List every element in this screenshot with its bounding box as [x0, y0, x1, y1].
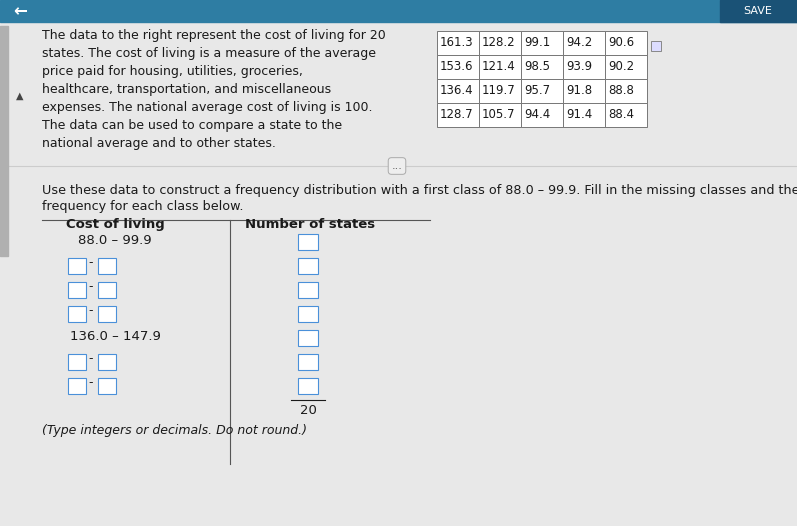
Bar [298, 258, 318, 274]
Bar [298, 234, 318, 250]
Bar [521, 31, 563, 55]
Bar [479, 31, 521, 55]
Text: 105.7: 105.7 [482, 108, 516, 122]
Text: ▲: ▲ [16, 91, 24, 101]
Text: Cost of living: Cost of living [65, 218, 164, 231]
Text: 90.2: 90.2 [608, 60, 634, 74]
Bar [98, 306, 116, 322]
Text: 91.4: 91.4 [566, 108, 592, 122]
Text: The data to the right represent the cost of living for 20: The data to the right represent the cost… [42, 29, 386, 42]
Bar [298, 306, 318, 322]
Text: ...: ... [391, 161, 402, 171]
Bar [437, 55, 479, 79]
Text: 161.3: 161.3 [440, 36, 473, 49]
Bar [98, 354, 116, 370]
Bar [98, 258, 116, 274]
Text: Number of states: Number of states [245, 218, 375, 231]
Bar [521, 103, 563, 127]
Text: 99.1: 99.1 [524, 36, 550, 49]
Bar [720, 0, 797, 22]
Text: healthcare, transportation, and miscellaneous: healthcare, transportation, and miscella… [42, 83, 331, 96]
Text: 136.0 – 147.9: 136.0 – 147.9 [69, 330, 160, 343]
Text: 90.6: 90.6 [608, 36, 634, 49]
Bar [298, 330, 318, 346]
Text: 93.9: 93.9 [566, 60, 592, 74]
Bar [0, 26, 8, 256]
Text: 95.7: 95.7 [524, 85, 550, 97]
Bar [298, 282, 318, 298]
Text: ←: ← [13, 2, 27, 20]
Bar [605, 103, 647, 127]
Bar [605, 31, 647, 55]
Bar [605, 55, 647, 79]
Text: -: - [88, 352, 93, 366]
Bar [563, 31, 605, 55]
Text: -: - [88, 257, 93, 269]
Bar [437, 79, 479, 103]
Bar [479, 103, 521, 127]
Bar [563, 79, 605, 103]
Text: expenses. The national average cost of living is 100.: expenses. The national average cost of l… [42, 101, 372, 114]
Text: national average and to other states.: national average and to other states. [42, 137, 276, 150]
Text: 88.0 – 99.9: 88.0 – 99.9 [78, 234, 151, 247]
Text: (Type integers or decimals. Do not round.): (Type integers or decimals. Do not round… [42, 424, 307, 437]
Text: 91.8: 91.8 [566, 85, 592, 97]
Text: 119.7: 119.7 [482, 85, 516, 97]
Bar [605, 79, 647, 103]
Bar [68, 306, 86, 322]
Bar [651, 41, 661, 51]
Text: 128.2: 128.2 [482, 36, 516, 49]
Bar [521, 55, 563, 79]
Text: 153.6: 153.6 [440, 60, 473, 74]
Bar [479, 79, 521, 103]
Bar [521, 79, 563, 103]
Text: frequency for each class below.: frequency for each class below. [42, 200, 244, 213]
Text: states. The cost of living is a measure of the average: states. The cost of living is a measure … [42, 47, 376, 60]
Text: 121.4: 121.4 [482, 60, 516, 74]
Bar [98, 378, 116, 394]
Bar [563, 103, 605, 127]
Text: -: - [88, 377, 93, 389]
Bar [68, 258, 86, 274]
Bar [0, 0, 797, 22]
Text: -: - [88, 305, 93, 318]
Bar [68, 354, 86, 370]
Text: 94.2: 94.2 [566, 36, 592, 49]
Text: Use these data to construct a frequency distribution with a first class of 88.0 : Use these data to construct a frequency … [42, 184, 797, 197]
Text: 88.4: 88.4 [608, 108, 634, 122]
Bar [298, 378, 318, 394]
Text: 128.7: 128.7 [440, 108, 473, 122]
Text: -: - [88, 280, 93, 294]
Bar [479, 55, 521, 79]
Bar [98, 282, 116, 298]
Text: 20: 20 [300, 404, 316, 417]
Bar [298, 354, 318, 370]
Text: 136.4: 136.4 [440, 85, 473, 97]
Bar [437, 31, 479, 55]
Text: SAVE: SAVE [744, 6, 772, 16]
Bar [68, 282, 86, 298]
Bar [68, 378, 86, 394]
Bar [437, 103, 479, 127]
Text: price paid for housing, utilities, groceries,: price paid for housing, utilities, groce… [42, 65, 303, 78]
Text: 98.5: 98.5 [524, 60, 550, 74]
Text: 94.4: 94.4 [524, 108, 550, 122]
Text: 88.8: 88.8 [608, 85, 634, 97]
Text: The data can be used to compare a state to the: The data can be used to compare a state … [42, 119, 342, 132]
Bar [563, 55, 605, 79]
